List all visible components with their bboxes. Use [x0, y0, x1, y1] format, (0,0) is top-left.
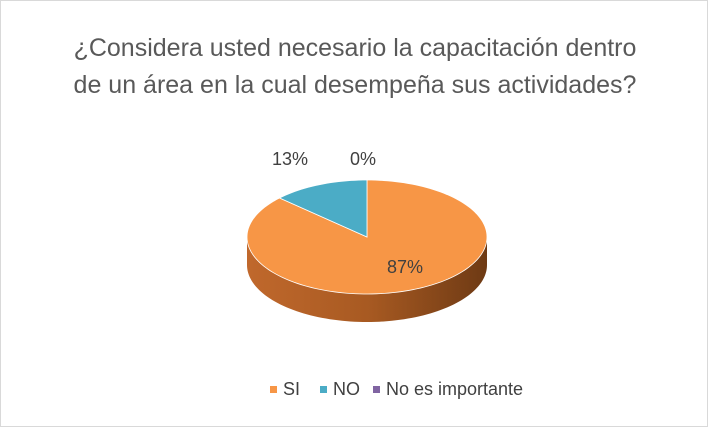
- legend-swatch: [373, 386, 380, 393]
- legend-swatch: [320, 386, 327, 393]
- data-label: 0%: [350, 149, 376, 169]
- slice-side: [247, 237, 487, 322]
- legend-label: SI: [283, 379, 300, 399]
- slice: [278, 179, 368, 238]
- data-label: 87%: [387, 257, 423, 277]
- legend-label: NO: [333, 379, 360, 399]
- chart-title: ¿Considera usted necesario la capacitaci…: [73, 34, 637, 99]
- data-label: 13%: [272, 149, 308, 169]
- legend-swatch: [270, 386, 277, 393]
- legend-label: No es importante: [386, 379, 523, 399]
